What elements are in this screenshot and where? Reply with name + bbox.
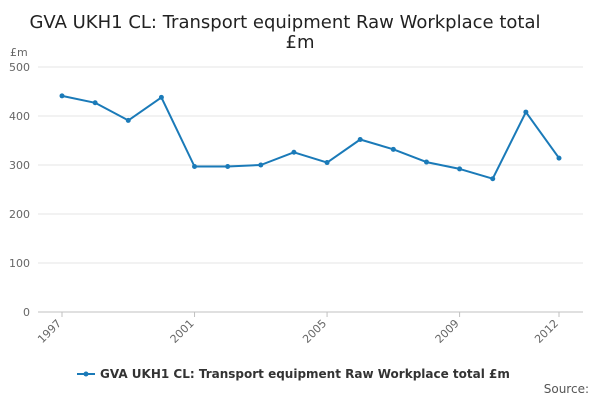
data-point-1998[interactable] bbox=[92, 100, 98, 106]
chart-title-line2: £m bbox=[286, 32, 315, 53]
y-tick-label-0: 0 bbox=[23, 306, 30, 319]
data-point-2007[interactable] bbox=[390, 146, 396, 152]
source-label: Source: bbox=[544, 382, 589, 396]
data-point-2008[interactable] bbox=[423, 159, 429, 165]
chart-title-line1: GVA UKH1 CL: Transport equipment Raw Wor… bbox=[29, 12, 540, 33]
data-point-2004[interactable] bbox=[291, 149, 297, 155]
data-point-2009[interactable] bbox=[457, 166, 463, 172]
y-tick-label-100: 100 bbox=[9, 257, 30, 270]
series-group bbox=[59, 93, 562, 182]
y-axis-ticks: 0 100 200 300 400 500 bbox=[9, 61, 30, 319]
data-point-2006[interactable] bbox=[357, 137, 363, 143]
y-axis-unit-label: £m bbox=[10, 46, 28, 59]
data-point-2011[interactable] bbox=[523, 109, 529, 115]
data-point-2003[interactable] bbox=[258, 162, 264, 168]
x-tick-label-1997: 1997 bbox=[35, 317, 64, 346]
data-point-2010[interactable] bbox=[490, 176, 496, 182]
y-tick-label-500: 500 bbox=[9, 61, 30, 74]
x-tick-label-2012: 2012 bbox=[532, 317, 561, 346]
y-tick-label-400: 400 bbox=[9, 110, 30, 123]
legend[interactable]: GVA UKH1 CL: Transport equipment Raw Wor… bbox=[77, 367, 510, 381]
data-point-2005[interactable] bbox=[324, 160, 330, 166]
legend-label: GVA UKH1 CL: Transport equipment Raw Wor… bbox=[100, 367, 510, 381]
data-point-1997[interactable] bbox=[59, 93, 65, 99]
data-point-2001[interactable] bbox=[192, 163, 198, 169]
data-point-2000[interactable] bbox=[158, 94, 164, 100]
y-tick-label-200: 200 bbox=[9, 208, 30, 221]
x-axis-ticks: 1997 2001 2005 2009 2012 bbox=[35, 312, 561, 346]
x-tick-label-2009: 2009 bbox=[433, 317, 462, 346]
y-tick-label-300: 300 bbox=[9, 159, 30, 172]
data-point-2012[interactable] bbox=[556, 155, 562, 161]
x-tick-label-2001: 2001 bbox=[168, 317, 197, 346]
data-point-1999[interactable] bbox=[125, 117, 131, 123]
data-point-2002[interactable] bbox=[225, 163, 231, 169]
series-line-0 bbox=[61, 94, 560, 180]
x-tick-label-2005: 2005 bbox=[300, 317, 329, 346]
legend-dot-marker bbox=[83, 371, 89, 377]
grid-lines bbox=[38, 66, 583, 313]
